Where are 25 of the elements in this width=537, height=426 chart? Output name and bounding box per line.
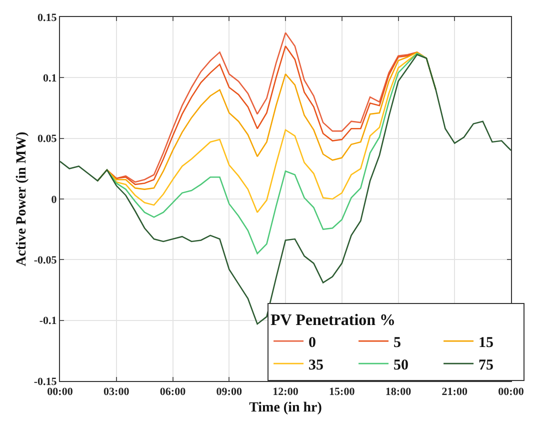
x-tick-label: 12:00 xyxy=(272,386,299,398)
y-tick-label: 0.1 xyxy=(43,72,57,85)
y-tick-label: 0.05 xyxy=(38,133,58,146)
y-tick-label: 0.15 xyxy=(38,12,58,24)
x-tick-label: 00:00 xyxy=(47,386,74,398)
x-tick-label: 21:00 xyxy=(442,386,468,398)
legend-label: 0 xyxy=(308,334,316,351)
y-tick-label: 0 xyxy=(51,194,58,206)
y-axis-title: Active Power (in MW) xyxy=(14,131,30,266)
y-tick-label: -0.05 xyxy=(34,254,58,267)
x-tick-label: 09:00 xyxy=(216,386,242,398)
x-tick-label: 00:00 xyxy=(498,386,524,398)
y-tick-label: -0.1 xyxy=(39,315,57,328)
legend-label: 15 xyxy=(478,334,494,351)
x-tick-label: 06:00 xyxy=(160,386,186,398)
y-tick-label: -0.15 xyxy=(34,376,58,388)
x-tick-label: 15:00 xyxy=(329,386,356,398)
legend-title: PV Penetration % xyxy=(270,312,396,329)
legend-label: 50 xyxy=(394,357,409,374)
legend-label: 5 xyxy=(394,334,402,351)
x-tick-label: 03:00 xyxy=(104,386,130,398)
legend-label: 75 xyxy=(478,357,494,374)
legend-label: 35 xyxy=(308,357,324,374)
x-axis-title: Time (in hr) xyxy=(249,400,322,416)
x-tick-label: 18:00 xyxy=(385,386,412,398)
